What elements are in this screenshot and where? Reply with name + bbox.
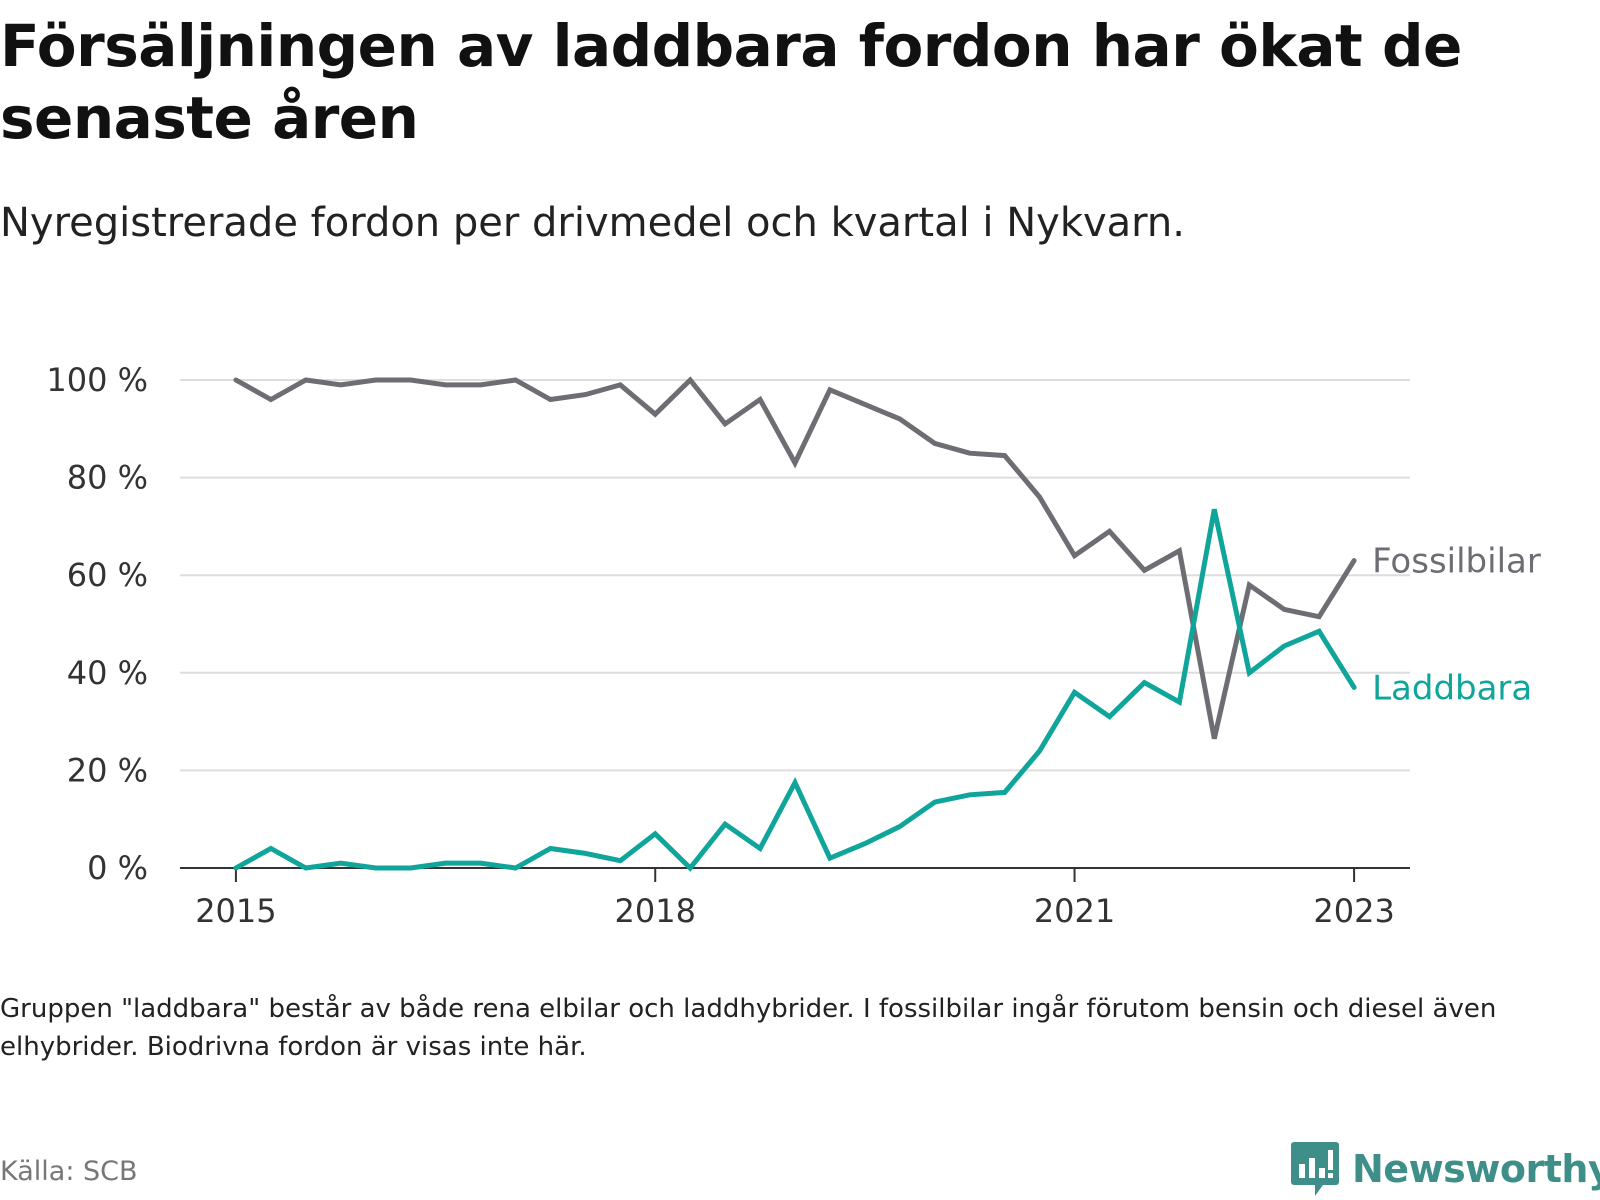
x-tick-label: 2018 [615, 892, 696, 930]
y-tick-label: 100 % [46, 361, 148, 399]
source-text: Källa: SCB [0, 1156, 138, 1187]
x-tick-label: 2023 [1313, 892, 1394, 930]
y-tick-label: 40 % [67, 654, 148, 692]
y-tick-label: 60 % [67, 556, 148, 594]
series-label-laddbara: Laddbara [1372, 668, 1532, 708]
x-axis-ticks: 2015 2018 2021 2023 [195, 868, 1395, 930]
newsworthy-logo-icon [1291, 1142, 1339, 1196]
x-tick-label: 2021 [1034, 892, 1115, 930]
chart-subtitle: Nyregistrerade fordon per drivmedel och … [0, 200, 1185, 246]
x-tick-label: 2015 [195, 892, 276, 930]
series-label-fossil: Fossilbilar [1372, 542, 1541, 582]
series-line-fossil [233, 376, 1357, 740]
y-tick-label: 0 % [87, 849, 148, 887]
brand-name: Newsworthy [1352, 1147, 1600, 1191]
series-labels: Fossilbilar Laddbara [1372, 542, 1541, 709]
y-tick-label: 80 % [67, 459, 148, 497]
gridlines [180, 379, 1410, 869]
series-line-laddbara [233, 508, 1357, 872]
footnote: Gruppen "laddbara" består av både rena e… [0, 994, 1497, 1062]
series-lines [233, 376, 1357, 872]
y-axis-ticks: 0 % 20 % 40 % 60 % 80 % 100 % [46, 361, 148, 887]
y-tick-label: 20 % [67, 751, 148, 789]
brand-logo: Newsworthy [1290, 1140, 1600, 1198]
line-chart: 0 % 20 % 40 % 60 % 80 % 100 % 2015 2018 2021 202… [46, 361, 1541, 930]
chart-title: Försäljningen av laddbara fordon har öka… [0, 12, 1462, 152]
